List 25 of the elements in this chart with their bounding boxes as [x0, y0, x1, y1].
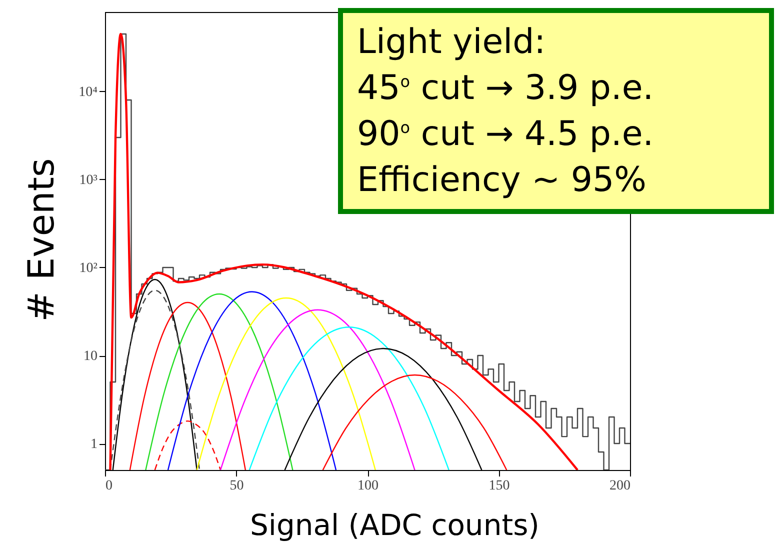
line-series	[196, 297, 376, 470]
y-tick-label: 10³	[79, 172, 98, 188]
x-tick-label: 200	[610, 478, 630, 494]
line-series	[248, 326, 450, 470]
line-series	[322, 374, 508, 470]
line-series	[167, 291, 337, 470]
annotation: 45$^{o}$ cut → 3.9 p.e.	[357, 67, 655, 110]
x-tick-label: 100	[358, 478, 378, 494]
annotation: Efficiency ~ 95%	[357, 159, 648, 202]
line-series	[145, 293, 294, 470]
x-tick-label: 150	[488, 478, 510, 494]
y-axis-title: # Events	[22, 158, 62, 322]
y-tick-label: 10²	[79, 260, 98, 276]
y-tick-label: 10⁴	[78, 84, 98, 100]
x-tick-label: 50	[230, 478, 244, 494]
line-series	[154, 420, 222, 470]
y-tick-label: 10	[84, 349, 98, 364]
line-series	[129, 302, 246, 470]
x-axis-title: Signal (ADC counts)	[250, 508, 540, 542]
annotation: Light yield:	[357, 21, 547, 64]
annotation: 90$^{o}$ cut → 4.5 p.e.	[357, 113, 655, 156]
line-series	[220, 309, 416, 470]
line-series	[284, 348, 482, 470]
x-tick-label: 0	[106, 478, 112, 494]
y-tick-label: 1	[90, 437, 98, 452]
